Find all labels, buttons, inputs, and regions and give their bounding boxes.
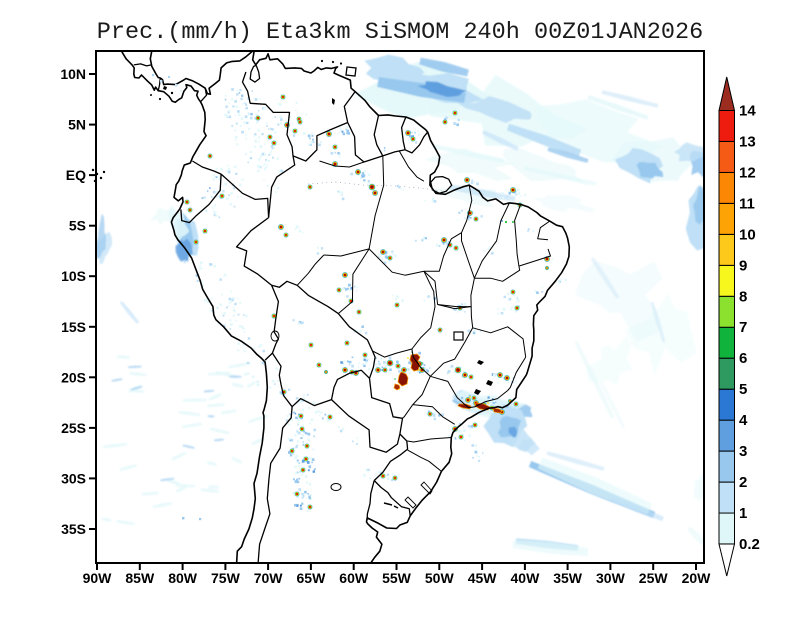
svg-text:85W: 85W (125, 570, 155, 586)
svg-text:10S: 10S (61, 268, 86, 284)
svg-text:1: 1 (739, 505, 747, 522)
svg-text:EQ: EQ (66, 167, 86, 183)
svg-text:70W: 70W (254, 570, 284, 586)
svg-text:14: 14 (739, 103, 756, 120)
svg-text:40W: 40W (511, 570, 541, 586)
svg-text:50W: 50W (425, 570, 455, 586)
svg-text:25W: 25W (639, 570, 669, 586)
svg-text:20S: 20S (61, 369, 86, 385)
svg-text:25S: 25S (61, 420, 86, 436)
svg-text:8: 8 (739, 288, 747, 305)
svg-text:6: 6 (739, 350, 747, 367)
svg-text:Prec.(mm/h) Eta3km SiSMOM 240h: Prec.(mm/h) Eta3km SiSMOM 240h 00Z01JAN2… (97, 19, 703, 46)
svg-text:0.2: 0.2 (739, 536, 760, 553)
svg-text:12: 12 (739, 164, 756, 181)
svg-text:15S: 15S (61, 319, 86, 335)
svg-text:9: 9 (739, 257, 747, 274)
svg-text:55W: 55W (382, 570, 412, 586)
svg-text:30S: 30S (61, 470, 86, 486)
svg-text:3: 3 (739, 443, 747, 460)
svg-text:4: 4 (739, 412, 748, 429)
svg-text:35S: 35S (61, 521, 86, 537)
svg-text:7: 7 (739, 319, 747, 336)
svg-text:5S: 5S (69, 218, 86, 234)
svg-text:75W: 75W (211, 570, 241, 586)
svg-text:80W: 80W (168, 570, 198, 586)
svg-text:10N: 10N (60, 66, 86, 82)
svg-text:5: 5 (739, 381, 747, 398)
svg-text:13: 13 (739, 134, 756, 151)
svg-text:20W: 20W (682, 570, 712, 586)
svg-text:30W: 30W (596, 570, 626, 586)
svg-text:90W: 90W (83, 570, 113, 586)
svg-text:60W: 60W (339, 570, 369, 586)
svg-text:5N: 5N (68, 117, 86, 133)
svg-text:35W: 35W (553, 570, 583, 586)
svg-text:2: 2 (739, 474, 747, 491)
svg-text:45W: 45W (468, 570, 498, 586)
svg-text:11: 11 (739, 195, 755, 212)
svg-text:10: 10 (739, 226, 756, 243)
svg-text:65W: 65W (297, 570, 327, 586)
